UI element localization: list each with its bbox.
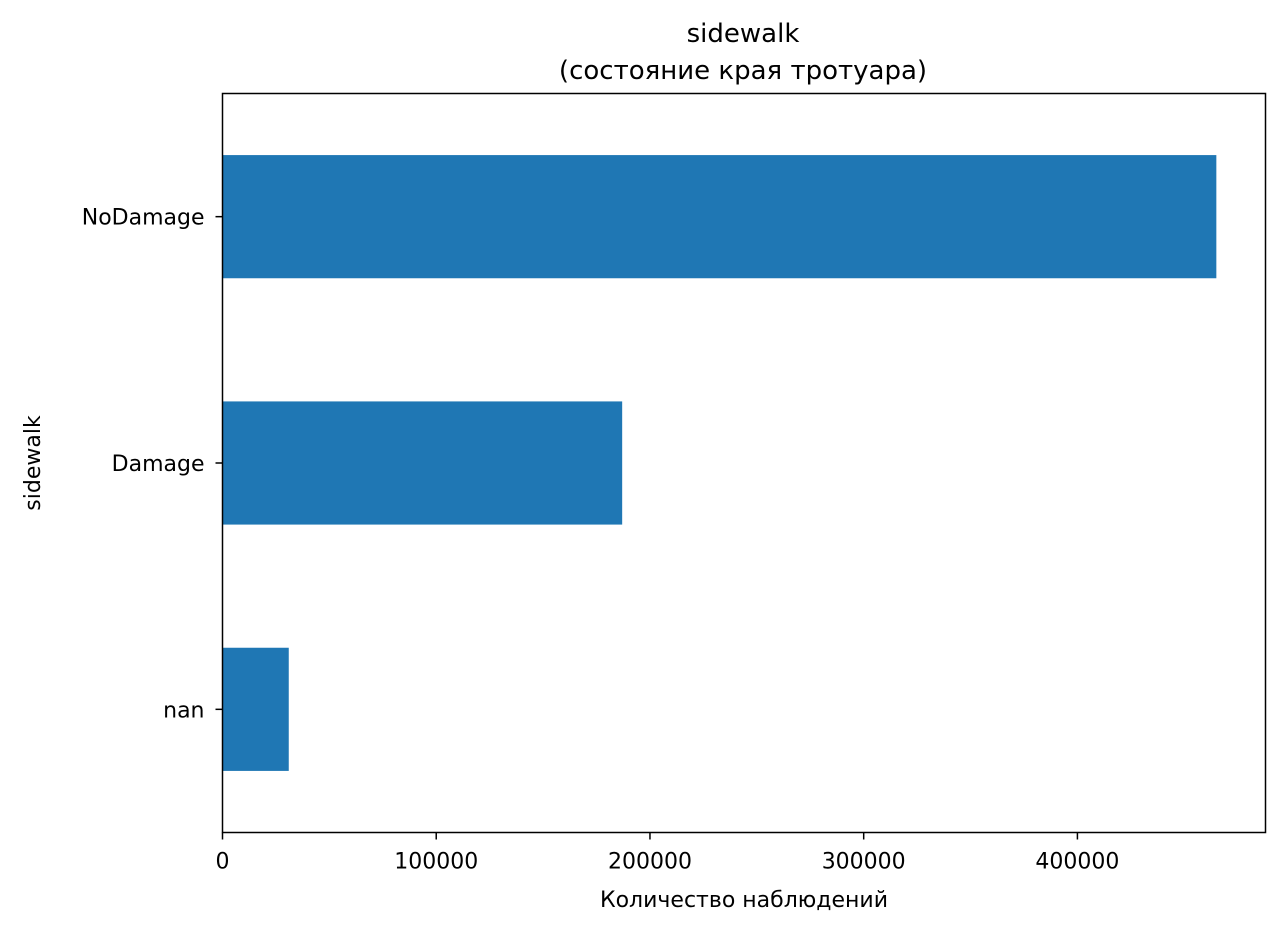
bar-nan: [222, 647, 289, 771]
plot-frame: [221, 92, 1267, 834]
x-tick-label: 0: [216, 850, 230, 875]
chart-subtitle: (состояние края тротуара): [559, 56, 927, 86]
chart-title: sidewalk: [687, 19, 800, 49]
y-tick-label: NoDamage: [82, 206, 205, 231]
bars-group: [222, 155, 1217, 771]
x-axis-label: Количество наблюдений: [600, 888, 888, 913]
y-tick-label: nan: [163, 698, 204, 723]
x-axis-ticks: 0 100000 200000 300000 400000: [216, 832, 1119, 875]
x-tick-label: 400000: [1035, 850, 1119, 875]
y-axis-label: sidewalk: [21, 415, 46, 511]
x-tick-label: 300000: [822, 850, 906, 875]
x-tick-label: 100000: [394, 850, 478, 875]
bar-nodamage: [222, 155, 1217, 279]
bar-damage: [222, 401, 623, 525]
y-axis-ticks: NoDamage Damage nan: [82, 206, 223, 723]
x-tick-label: 200000: [608, 850, 692, 875]
y-tick-label: Damage: [112, 452, 205, 477]
